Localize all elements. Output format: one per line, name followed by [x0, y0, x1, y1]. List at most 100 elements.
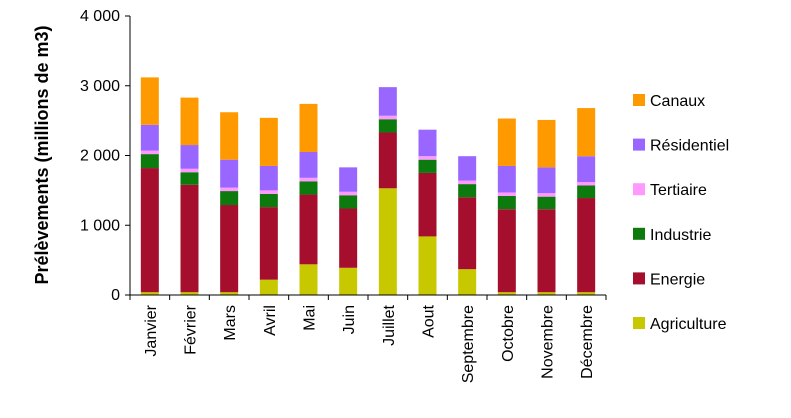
x-tick-label: Février [183, 304, 200, 354]
x-tick-label: Mai [302, 305, 319, 331]
bar-segment-tertiaire-9 [458, 180, 477, 185]
legend-label: Tertiaire [650, 182, 707, 199]
bar-segment-industrie-7 [378, 119, 397, 133]
bar-segment-r-sidentiel-2 [180, 145, 199, 169]
bar-segment-agriculture-10 [497, 292, 516, 295]
bar-segment-tertiaire-12 [577, 182, 596, 186]
legend-swatch-energie [633, 272, 645, 285]
y-ticks-group: 0 1 000 2 000 3 000 4 000 [80, 8, 130, 304]
legend-label: Energie [650, 271, 705, 288]
legend-swatch-industrie [633, 227, 645, 240]
bar-segment-canaux-1 [140, 77, 159, 125]
bar-segment-agriculture-12 [577, 292, 596, 295]
legend-label: Canaux [650, 93, 705, 110]
bar-segment-energie-1 [140, 168, 159, 293]
y-tick-label: 1 000 [80, 217, 120, 234]
bar-segment-canaux-3 [220, 112, 239, 160]
bar-segment-agriculture-9 [458, 269, 477, 295]
bar-segment-r-sidentiel-10 [497, 165, 516, 193]
bar-segment-energie-4 [259, 207, 278, 280]
bar-segment-tertiaire-11 [537, 193, 556, 197]
bar-segment-tertiaire-1 [140, 150, 159, 155]
x-tick-label: Juillet [381, 304, 398, 345]
bar-segment-industrie-6 [339, 195, 358, 209]
bar-segment-tertiaire-8 [418, 156, 437, 160]
bar-segment-energie-9 [458, 197, 477, 270]
bar-segment-energie-6 [339, 208, 358, 268]
y-tick-label: 2 000 [80, 148, 120, 165]
bar-segment-industrie-10 [497, 195, 516, 210]
x-tick-label: Octobre [500, 305, 517, 362]
bar-segment-industrie-2 [180, 172, 199, 185]
legend-label: Agriculture [650, 316, 727, 333]
bar-segment-canaux-2 [180, 97, 199, 146]
bar-segment-energie-10 [497, 209, 516, 293]
bar-segment-canaux-4 [259, 117, 278, 166]
legend-label: Résidentiel [650, 138, 729, 155]
legend-swatch-agriculture [633, 317, 645, 329]
x-tick-label: Avril [262, 305, 279, 336]
bar-segment-energie-7 [378, 132, 397, 189]
y-tick-label: 4 000 [80, 8, 120, 25]
y-axis-title: Prélèvements (millions de m3) [32, 25, 52, 284]
bar-segment-tertiaire-10 [497, 192, 516, 196]
bars-group [140, 77, 596, 295]
x-tick-label: Mars [222, 305, 239, 341]
bar-segment-r-sidentiel-8 [418, 129, 437, 157]
x-tick-label: Septembre [460, 305, 477, 383]
y-tick-label: 3 000 [80, 78, 120, 95]
x-tick-label: Janvier [143, 304, 160, 356]
legend-swatch-tertiaire [633, 183, 645, 196]
bar-segment-agriculture-4 [259, 279, 278, 295]
bar-segment-tertiaire-3 [220, 187, 239, 192]
bar-segment-r-sidentiel-3 [220, 159, 239, 188]
bar-segment-energie-11 [537, 209, 556, 293]
bar-segment-tertiaire-4 [259, 190, 278, 194]
bar-segment-tertiaire-5 [299, 177, 318, 182]
bar-segment-energie-5 [299, 194, 318, 265]
bar-segment-industrie-5 [299, 181, 318, 195]
bar-segment-agriculture-5 [299, 264, 318, 295]
bar-segment-r-sidentiel-5 [299, 152, 318, 178]
bar-segment-canaux-10 [497, 118, 516, 166]
bar-segment-canaux-12 [577, 108, 596, 157]
axes-group [129, 16, 606, 296]
bar-segment-industrie-3 [220, 191, 239, 206]
bar-segment-energie-2 [180, 184, 199, 293]
bar-segment-industrie-12 [577, 185, 596, 199]
bar-segment-agriculture-2 [180, 292, 199, 295]
y-tick-label: 0 [111, 287, 120, 304]
bar-segment-r-sidentiel-9 [458, 156, 477, 181]
legend-swatch-r-sidentiel [633, 138, 645, 151]
x-tick-label: Juin [341, 305, 358, 334]
bar-segment-r-sidentiel-11 [537, 167, 556, 194]
bar-segment-agriculture-7 [378, 188, 397, 295]
bar-segment-energie-12 [577, 198, 596, 293]
legend-label: Industrie [650, 227, 711, 244]
bar-segment-r-sidentiel-4 [259, 165, 278, 191]
bar-segment-agriculture-3 [220, 292, 239, 295]
bar-segment-canaux-5 [299, 103, 318, 153]
x-tick-label: Novembre [540, 305, 557, 379]
bar-segment-industrie-1 [140, 154, 159, 169]
bar-segment-agriculture-8 [418, 236, 437, 295]
bar-segment-canaux-11 [537, 119, 556, 168]
x-tick-label: Décembre [579, 305, 596, 379]
bar-segment-tertiaire-6 [339, 191, 358, 196]
bar-segment-energie-8 [418, 172, 437, 237]
legend-swatch-canaux [633, 94, 645, 106]
bar-segment-r-sidentiel-6 [339, 167, 358, 192]
bar-segment-r-sidentiel-1 [140, 124, 159, 151]
bar-segment-industrie-8 [418, 159, 437, 173]
bar-segment-agriculture-11 [537, 292, 556, 295]
bar-segment-agriculture-1 [140, 292, 159, 295]
x-tick-label: Aout [421, 304, 438, 337]
bar-segment-agriculture-6 [339, 267, 358, 295]
bar-segment-tertiaire-7 [378, 115, 397, 120]
legend: Canaux Résidentiel Tertiaire Industrie Energ… [633, 93, 729, 333]
bar-segment-industrie-9 [458, 184, 477, 198]
bar-segment-r-sidentiel-7 [378, 87, 397, 116]
bar-segment-tertiaire-2 [180, 168, 199, 173]
bar-segment-r-sidentiel-12 [577, 156, 596, 183]
